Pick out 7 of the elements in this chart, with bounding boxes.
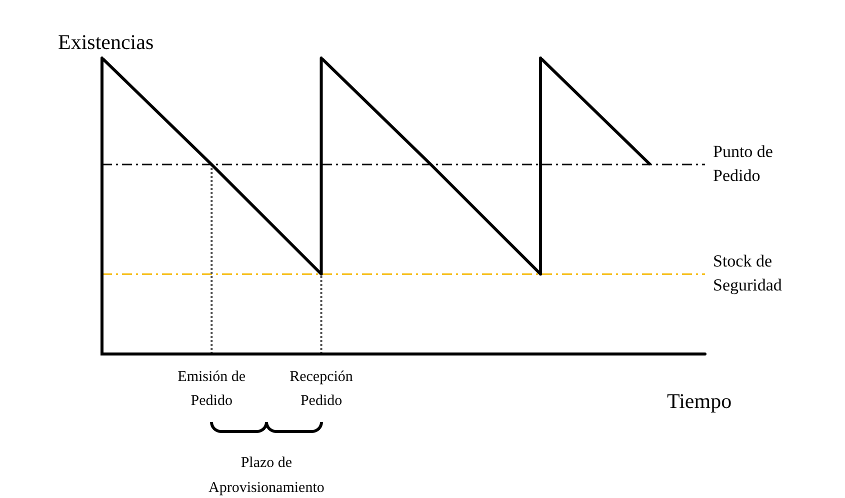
text: Plazo de Aprovisionamiento xyxy=(208,455,324,496)
x-tick-label: Recepción Pedido xyxy=(290,369,354,409)
y-axis-title: Existencias xyxy=(58,30,154,54)
x-tick-label: Emisión de Pedido xyxy=(178,369,246,409)
x-axis-title: Tiempo xyxy=(667,389,732,413)
ref-line-label: Punto de Pedido xyxy=(713,142,773,186)
ref-line-label: Stock de Seguridad xyxy=(713,252,782,295)
